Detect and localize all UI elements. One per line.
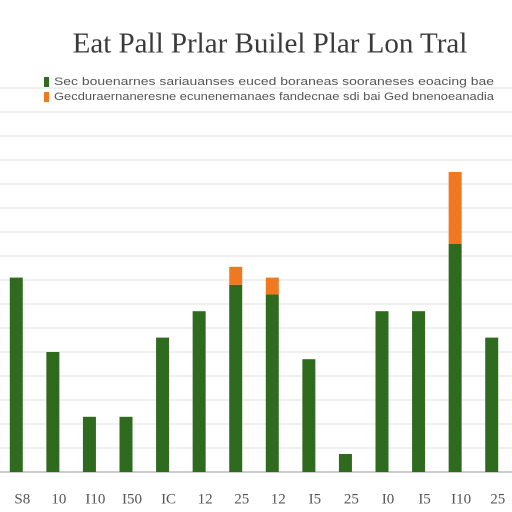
bar — [265, 294, 279, 472]
bar — [156, 337, 170, 472]
legend-swatch — [44, 77, 49, 87]
bar — [229, 284, 243, 472]
x-tick-label: 25 — [490, 491, 505, 507]
legend-label: Gecduraernaneresne ecunenemanaes fandecn… — [54, 91, 495, 103]
bar — [229, 266, 243, 285]
bar — [485, 337, 499, 472]
x-tick-label: 12 — [271, 491, 286, 507]
x-tick-label: I50 — [122, 491, 142, 507]
bar — [9, 277, 23, 472]
x-tick-label: I10 — [85, 491, 105, 507]
bar — [412, 311, 426, 472]
x-tick-label: S8 — [14, 491, 30, 507]
x-tick-label: 12 — [198, 491, 213, 507]
bar — [338, 454, 352, 472]
bar — [119, 416, 133, 472]
legend-swatch — [44, 92, 49, 102]
x-tick-label: I5 — [309, 491, 322, 507]
x-tick-label: 25 — [234, 491, 249, 507]
legend-label: Sec bouenarnes sariauanses euced boranea… — [54, 76, 494, 88]
bar — [448, 244, 462, 472]
bar — [302, 359, 316, 472]
x-tick-label: 25 — [344, 491, 359, 507]
bar — [46, 352, 60, 472]
bar — [448, 172, 462, 244]
bar — [265, 277, 279, 295]
x-tick-label: I5 — [418, 491, 431, 507]
chart-title: Eat Pall Prlar Builel Plar Lon Tral — [73, 28, 468, 60]
x-tick-label: 10 — [51, 491, 66, 507]
bar — [82, 416, 96, 472]
x-tick-label: IC — [161, 491, 176, 507]
bar — [375, 311, 389, 472]
bar — [192, 311, 206, 472]
x-tick-label: I10 — [451, 491, 471, 507]
x-tick-label: I0 — [382, 491, 395, 507]
